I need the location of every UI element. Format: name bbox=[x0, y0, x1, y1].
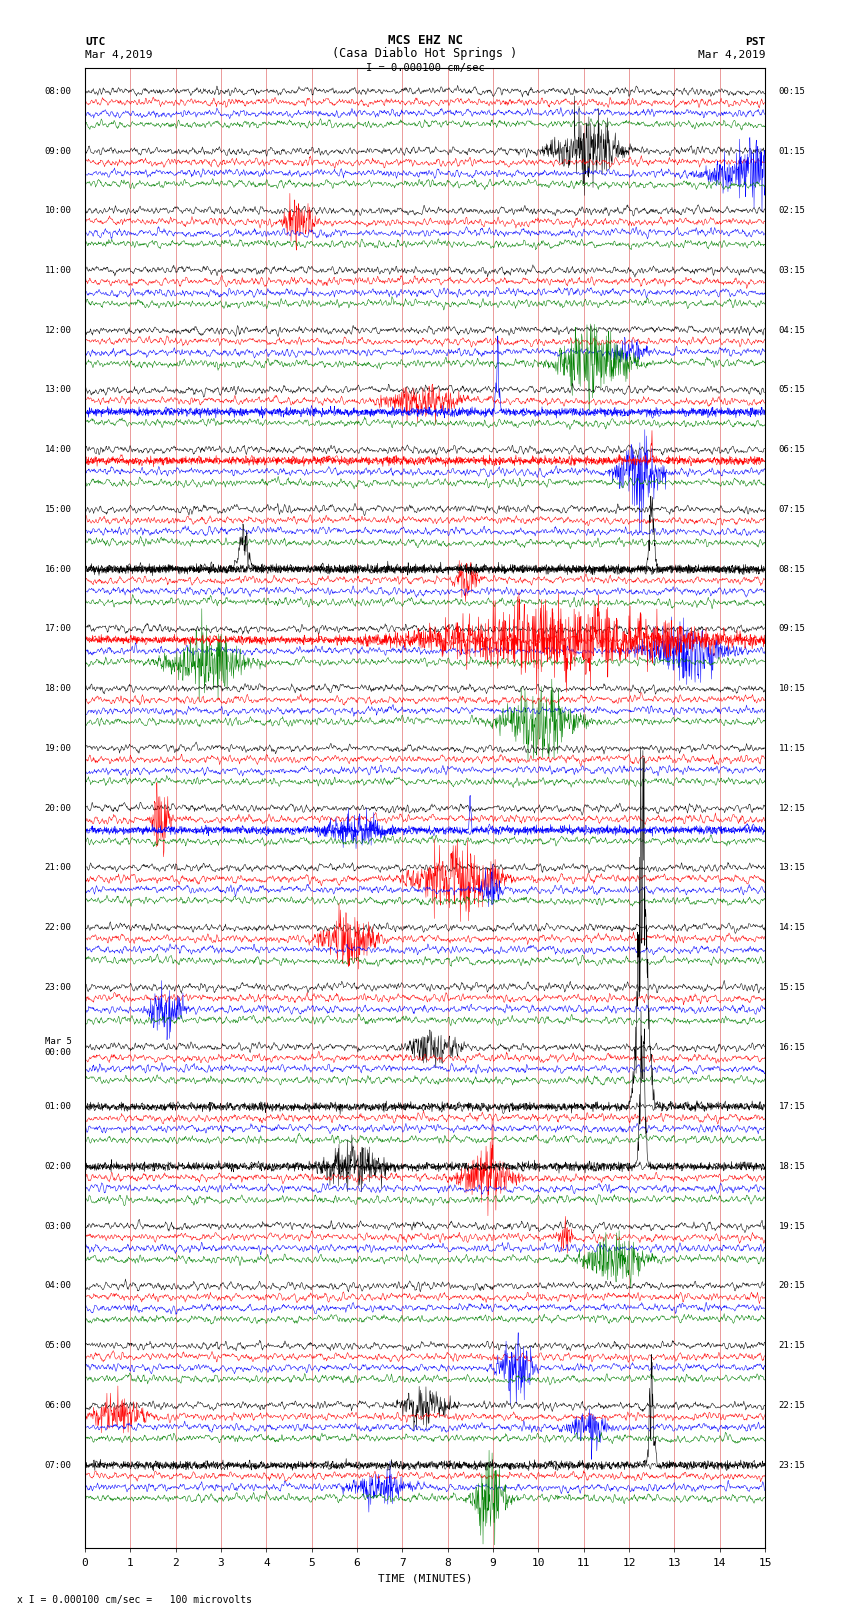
Text: 00:15: 00:15 bbox=[779, 87, 806, 95]
Text: 10:15: 10:15 bbox=[779, 684, 806, 694]
Text: 01:15: 01:15 bbox=[779, 147, 806, 155]
Text: 22:15: 22:15 bbox=[779, 1402, 806, 1410]
Text: Mar 5
00:00: Mar 5 00:00 bbox=[44, 1037, 71, 1057]
Text: 20:00: 20:00 bbox=[44, 803, 71, 813]
Text: 17:15: 17:15 bbox=[779, 1102, 806, 1111]
Text: 16:00: 16:00 bbox=[44, 565, 71, 574]
Text: 10:00: 10:00 bbox=[44, 206, 71, 215]
Text: Mar 4,2019: Mar 4,2019 bbox=[85, 50, 152, 60]
Text: 15:15: 15:15 bbox=[779, 982, 806, 992]
Text: 14:00: 14:00 bbox=[44, 445, 71, 455]
Text: 13:15: 13:15 bbox=[779, 863, 806, 873]
Text: 07:00: 07:00 bbox=[44, 1461, 71, 1469]
Text: 23:00: 23:00 bbox=[44, 982, 71, 992]
Text: (Casa Diablo Hot Springs ): (Casa Diablo Hot Springs ) bbox=[332, 47, 518, 60]
Text: 09:00: 09:00 bbox=[44, 147, 71, 155]
Text: 08:15: 08:15 bbox=[779, 565, 806, 574]
Text: 01:00: 01:00 bbox=[44, 1102, 71, 1111]
Text: x I = 0.000100 cm/sec =   100 microvolts: x I = 0.000100 cm/sec = 100 microvolts bbox=[17, 1595, 252, 1605]
Text: 16:15: 16:15 bbox=[779, 1042, 806, 1052]
Text: 18:00: 18:00 bbox=[44, 684, 71, 694]
Text: I = 0.000100 cm/sec: I = 0.000100 cm/sec bbox=[366, 63, 484, 73]
Text: 05:00: 05:00 bbox=[44, 1340, 71, 1350]
Text: 15:00: 15:00 bbox=[44, 505, 71, 515]
Text: 02:00: 02:00 bbox=[44, 1161, 71, 1171]
Text: 23:15: 23:15 bbox=[779, 1461, 806, 1469]
Text: 19:15: 19:15 bbox=[779, 1221, 806, 1231]
Text: 11:15: 11:15 bbox=[779, 744, 806, 753]
Text: 14:15: 14:15 bbox=[779, 923, 806, 932]
Text: 07:15: 07:15 bbox=[779, 505, 806, 515]
Text: 02:15: 02:15 bbox=[779, 206, 806, 215]
Text: 18:15: 18:15 bbox=[779, 1161, 806, 1171]
Text: 21:15: 21:15 bbox=[779, 1340, 806, 1350]
Text: 05:15: 05:15 bbox=[779, 386, 806, 395]
X-axis label: TIME (MINUTES): TIME (MINUTES) bbox=[377, 1573, 473, 1582]
Text: 21:00: 21:00 bbox=[44, 863, 71, 873]
Text: 11:00: 11:00 bbox=[44, 266, 71, 276]
Text: 03:15: 03:15 bbox=[779, 266, 806, 276]
Text: 12:00: 12:00 bbox=[44, 326, 71, 336]
Text: 08:00: 08:00 bbox=[44, 87, 71, 95]
Text: 09:15: 09:15 bbox=[779, 624, 806, 634]
Text: Mar 4,2019: Mar 4,2019 bbox=[698, 50, 765, 60]
Text: 22:00: 22:00 bbox=[44, 923, 71, 932]
Text: 06:00: 06:00 bbox=[44, 1402, 71, 1410]
Text: 06:15: 06:15 bbox=[779, 445, 806, 455]
Text: UTC: UTC bbox=[85, 37, 105, 47]
Text: 19:00: 19:00 bbox=[44, 744, 71, 753]
Text: 20:15: 20:15 bbox=[779, 1281, 806, 1290]
Text: PST: PST bbox=[745, 37, 765, 47]
Text: 03:00: 03:00 bbox=[44, 1221, 71, 1231]
Text: 12:15: 12:15 bbox=[779, 803, 806, 813]
Text: 17:00: 17:00 bbox=[44, 624, 71, 634]
Text: 04:00: 04:00 bbox=[44, 1281, 71, 1290]
Text: 04:15: 04:15 bbox=[779, 326, 806, 336]
Text: MCS EHZ NC: MCS EHZ NC bbox=[388, 34, 462, 47]
Text: 13:00: 13:00 bbox=[44, 386, 71, 395]
